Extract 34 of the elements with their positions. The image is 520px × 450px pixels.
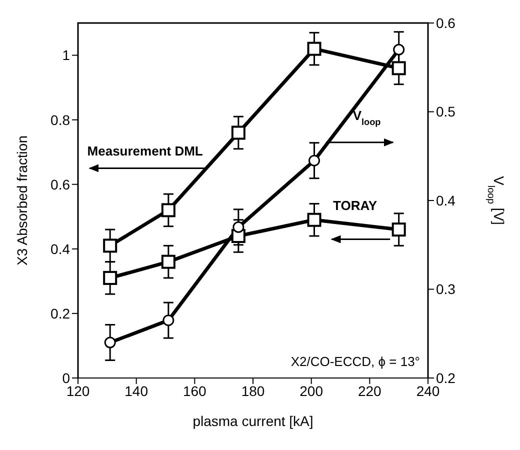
point	[307, 212, 322, 227]
x-tick-label: 200	[300, 382, 324, 399]
y-tick-label: 0.4	[50, 240, 70, 257]
y-tick-label: 1	[62, 47, 70, 64]
point	[161, 254, 176, 269]
y-tick-label: 0.6	[50, 176, 70, 192]
series-label: Measurement DML	[87, 143, 203, 158]
y2-tick-label: 0.6	[436, 14, 456, 31]
y2-tick-label: 0.5	[436, 104, 456, 120]
point	[308, 154, 320, 166]
point	[231, 126, 246, 140]
x-tick-label: 140	[124, 382, 148, 399]
point	[307, 42, 322, 56]
point	[103, 238, 118, 253]
point	[232, 221, 244, 233]
y-axis-title: X3 Absorbed fraction	[14, 136, 30, 266]
point	[162, 314, 174, 326]
x-tick-label: 160	[182, 382, 207, 399]
y2-tick-label: 0.3	[436, 281, 456, 298]
point	[392, 61, 406, 76]
series-label: TORAY	[333, 198, 378, 214]
y-tick-label: 0.2	[50, 305, 70, 322]
x-tick-label: 220	[358, 382, 382, 399]
point	[393, 44, 405, 56]
series-label: V$_{loop}$	[352, 108, 382, 127]
point	[103, 270, 118, 285]
point	[161, 203, 176, 218]
y2-tick-label: 0.4	[436, 192, 456, 208]
y-tick-label: 0.8	[50, 112, 70, 128]
x-tick-label: 180	[241, 382, 265, 399]
point	[104, 336, 116, 348]
point	[392, 222, 406, 237]
annotation: X2/CO-ECCD, ϕ = 13°	[290, 354, 420, 369]
x-axis-title: plasma current [kA]	[192, 413, 314, 429]
